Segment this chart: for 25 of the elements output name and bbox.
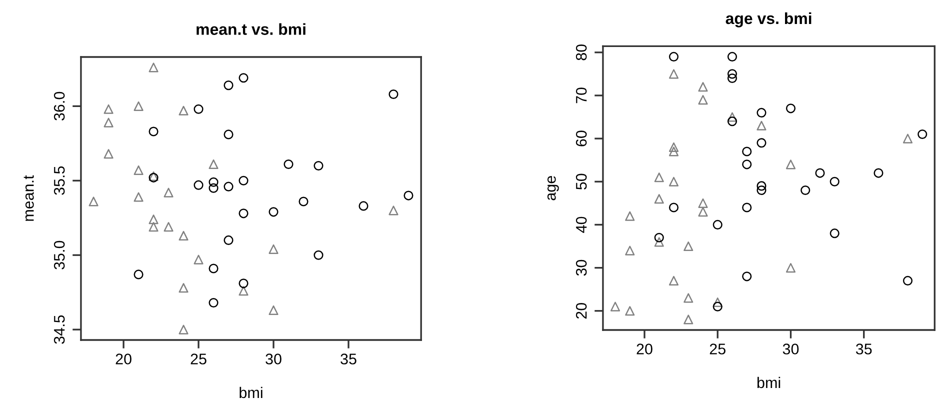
y-tick-label: 40: [576, 216, 587, 233]
y-axis-title: age: [547, 176, 559, 200]
chart-title: age vs. bmi: [726, 12, 812, 28]
x-tick-label: 25: [190, 354, 206, 364]
x-tick-label: 30: [266, 354, 282, 364]
y-tick-label: 35.0: [54, 240, 65, 270]
y-tick-label: 36.0: [54, 92, 65, 120]
y-tick-label: 35.5: [54, 166, 65, 195]
y-tick-label: 34.5: [54, 315, 65, 344]
y-tick-label: 50: [576, 174, 587, 190]
y-tick-label: 70: [576, 88, 587, 104]
x-tick-label: 20: [636, 344, 652, 354]
x-axis-title: bmi: [757, 376, 780, 388]
y-tick-label: 80: [576, 44, 587, 60]
y-axis-title: mean.t: [24, 175, 34, 221]
x-tick-label: 25: [710, 344, 726, 354]
y-tick-label: 60: [576, 130, 587, 146]
x-tick-label: 30: [782, 344, 799, 354]
chart-title: mean.t vs. bmi: [196, 23, 306, 35]
x-tick-label: 35: [856, 344, 872, 354]
x-tick-label: 35: [340, 354, 356, 364]
x-axis-title: bmi: [240, 386, 262, 398]
y-tick-label: 20: [576, 302, 587, 319]
y-tick-label: 30: [576, 260, 587, 276]
x-tick-label: 20: [116, 354, 132, 364]
